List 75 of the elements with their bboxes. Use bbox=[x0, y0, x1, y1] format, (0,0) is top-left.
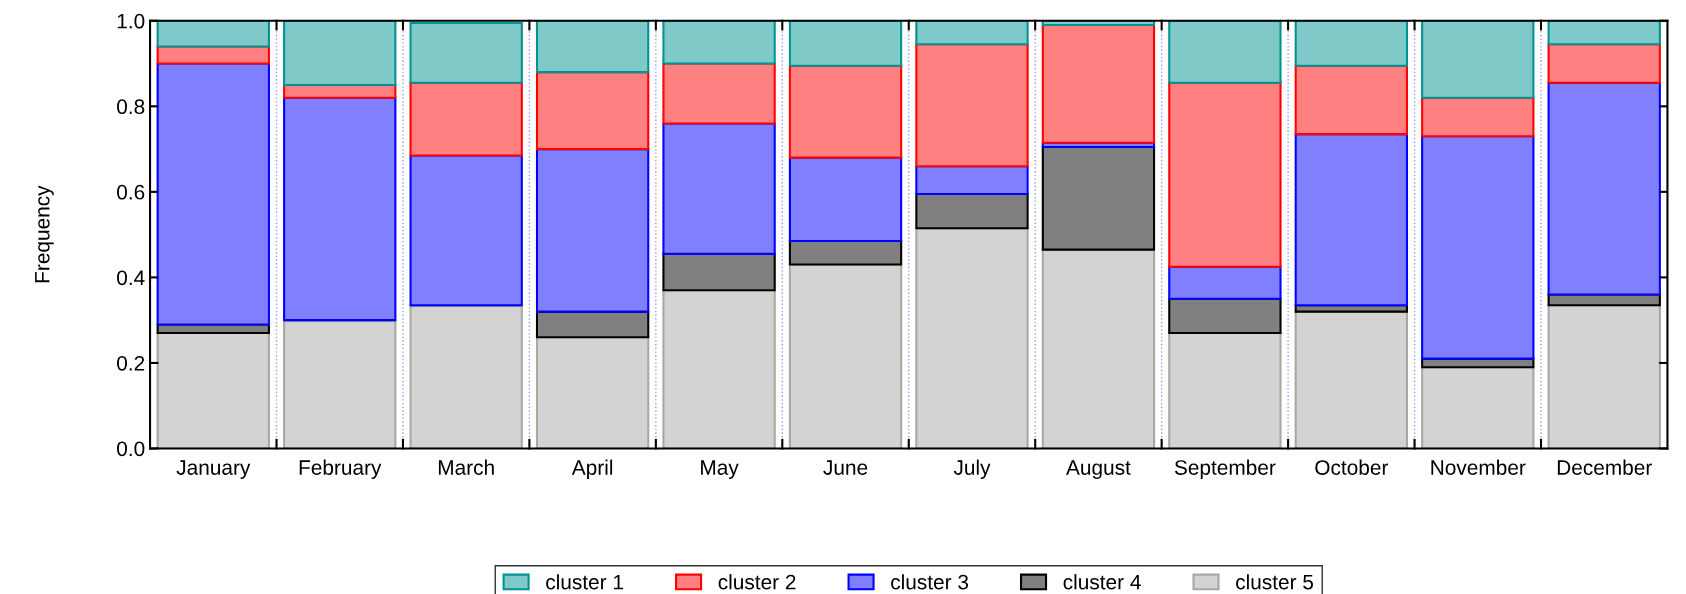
x-tick-label: October bbox=[1315, 459, 1389, 475]
x-tick-label: January bbox=[176, 460, 251, 479]
bar bbox=[409, 304, 523, 449]
bar bbox=[1421, 96, 1535, 138]
bar bbox=[662, 62, 776, 125]
bar bbox=[1421, 20, 1535, 99]
bar bbox=[1547, 43, 1661, 84]
legend-label: cluster 2 bbox=[718, 574, 796, 590]
x-tick-label: September bbox=[1174, 459, 1276, 479]
bar bbox=[535, 336, 650, 449]
bar bbox=[1168, 331, 1282, 449]
bar bbox=[1294, 20, 1409, 67]
bar bbox=[1041, 248, 1156, 449]
bar bbox=[788, 240, 903, 266]
bar bbox=[1041, 145, 1156, 251]
bar bbox=[662, 289, 776, 449]
bar bbox=[1547, 81, 1661, 296]
bar bbox=[1168, 265, 1282, 300]
y-tick-label: 0.8 bbox=[117, 99, 145, 115]
bar bbox=[156, 62, 270, 326]
bar bbox=[535, 148, 650, 313]
x-tick-label: December bbox=[1557, 459, 1652, 475]
bar bbox=[1168, 81, 1282, 268]
x-tick-label: November bbox=[1431, 459, 1526, 475]
bar bbox=[1421, 135, 1535, 360]
bar bbox=[662, 20, 776, 65]
bar bbox=[535, 71, 650, 151]
y-tick-label: 0.4 bbox=[117, 270, 145, 286]
y-tick-label: 1.0 bbox=[117, 13, 145, 29]
bar bbox=[156, 331, 270, 449]
bar bbox=[535, 20, 650, 74]
bar bbox=[283, 20, 397, 86]
y-axis-title: Frequency bbox=[35, 185, 54, 283]
bar bbox=[788, 64, 903, 159]
x-tick-label: May bbox=[701, 460, 739, 479]
x-tick-label: March bbox=[438, 459, 494, 475]
bar bbox=[1168, 20, 1282, 84]
bar bbox=[915, 43, 1029, 168]
legend-label: cluster 4 bbox=[1063, 574, 1141, 590]
y-tick-label: 0.0 bbox=[117, 441, 145, 457]
bar bbox=[409, 21, 523, 84]
x-tick-label: April bbox=[571, 459, 613, 479]
bar bbox=[915, 20, 1029, 46]
bar bbox=[788, 20, 903, 67]
bar bbox=[1294, 133, 1409, 307]
bar bbox=[662, 252, 776, 292]
y-tick-label: 0.6 bbox=[117, 184, 145, 200]
x-tick-label: August bbox=[1066, 460, 1131, 479]
x-tick-label: February bbox=[299, 459, 382, 479]
bar bbox=[1168, 297, 1282, 335]
bar bbox=[1294, 64, 1409, 136]
bar bbox=[915, 165, 1029, 196]
y-tick-label: 0.2 bbox=[117, 355, 145, 371]
legend-label: cluster 3 bbox=[891, 574, 969, 590]
bar bbox=[283, 96, 397, 322]
bar bbox=[1547, 20, 1661, 46]
bar bbox=[1421, 366, 1535, 449]
bar bbox=[409, 154, 523, 307]
bar bbox=[788, 263, 903, 449]
bar bbox=[156, 20, 270, 48]
bar bbox=[915, 192, 1029, 230]
x-tick-label: July bbox=[953, 459, 991, 479]
x-tick-label: June bbox=[823, 460, 868, 475]
bar bbox=[409, 81, 523, 157]
bar bbox=[662, 122, 776, 255]
bar bbox=[1041, 24, 1156, 144]
bar bbox=[535, 310, 650, 339]
bar bbox=[788, 156, 903, 243]
legend-label: cluster 5 bbox=[1236, 574, 1314, 590]
bar bbox=[915, 227, 1029, 449]
bar bbox=[1547, 304, 1661, 449]
bar bbox=[156, 45, 270, 65]
bar bbox=[1294, 310, 1409, 449]
legend-label: cluster 1 bbox=[546, 574, 623, 590]
bar bbox=[283, 319, 397, 449]
